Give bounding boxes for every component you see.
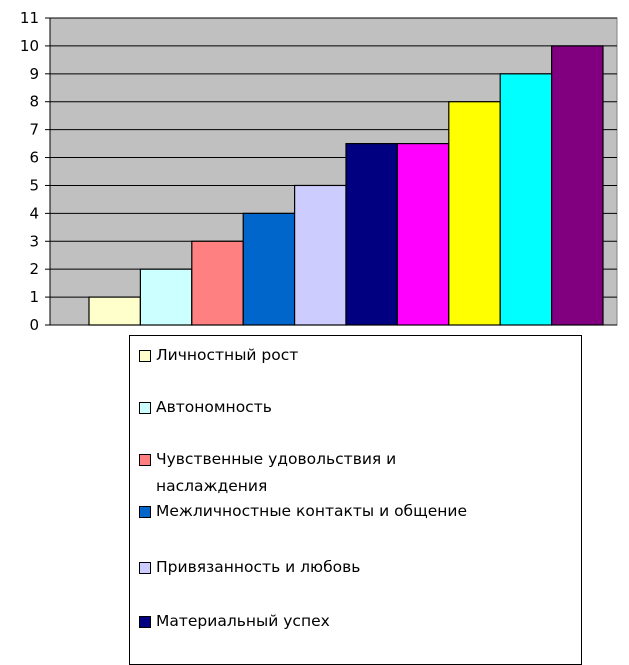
legend-swatch (139, 350, 151, 362)
bar (345, 142, 399, 326)
bar (499, 73, 553, 326)
bar (242, 212, 296, 326)
legend-label-line: Автономность (156, 398, 272, 416)
legend-swatch (139, 506, 151, 518)
legend-label: Чувственные удовольствия и наслаждения (156, 446, 396, 500)
y-tick-label: 3 (29, 232, 39, 250)
y-tick-label: 10 (20, 37, 39, 55)
y-tick-label: 6 (29, 149, 39, 167)
legend-swatch (139, 562, 151, 574)
legend-label: Материальный успех (156, 608, 330, 635)
legend-item: Автономность (139, 394, 569, 421)
legend-label-line: Привязанность и любовь (156, 558, 361, 576)
legend-item: Межличностные контакты и общение (139, 498, 569, 525)
legend-swatch (139, 454, 151, 466)
legend-label-line: наслаждения (156, 477, 268, 495)
legend: Личностный рост Автономность Чувственные у… (129, 335, 582, 665)
y-tick-label: 1 (29, 288, 39, 306)
bar (448, 101, 501, 326)
bar (139, 268, 193, 326)
bar (396, 142, 450, 326)
legend-item: Материальный успех (139, 608, 569, 635)
legend-label: Личностный рост (156, 342, 298, 369)
legend-label: Межличностные контакты и общение (156, 498, 467, 525)
legend-item: Чувственные удовольствия и наслаждения (139, 446, 569, 500)
bar-chart: 0 1 2 3 4 5 6 7 8 9 10 11 (20, 9, 618, 334)
legend-label: Привязанность и любовь (156, 554, 360, 581)
legend-label-line: Материальный успех (156, 612, 330, 630)
y-axis: 0 1 2 3 4 5 6 7 8 9 10 11 (20, 9, 617, 334)
y-tick-label: 2 (29, 260, 39, 278)
legend-label-line: Межличностные контакты и общение (156, 502, 467, 520)
legend-swatch (139, 616, 151, 628)
legend-swatch (139, 402, 151, 414)
y-tick-label: 0 (29, 316, 39, 334)
legend-label: Автономность (156, 394, 272, 421)
y-tick-label: 5 (29, 176, 39, 194)
legend-label-line: Чувственные удовольствия и (156, 450, 397, 468)
y-tick-label: 4 (29, 204, 39, 222)
legend-item: Личностный рост (139, 342, 569, 369)
bar (191, 240, 244, 326)
y-tick-label: 11 (20, 9, 39, 27)
y-tick-label: 7 (29, 121, 39, 139)
bar (550, 45, 604, 326)
bar (88, 296, 142, 326)
legend-label-line: Личностный рост (156, 346, 299, 364)
bar (294, 184, 347, 326)
bars (88, 45, 604, 326)
legend-item: Привязанность и любовь (139, 554, 569, 581)
y-tick-label: 9 (29, 65, 39, 83)
y-tick-label: 8 (29, 93, 39, 111)
